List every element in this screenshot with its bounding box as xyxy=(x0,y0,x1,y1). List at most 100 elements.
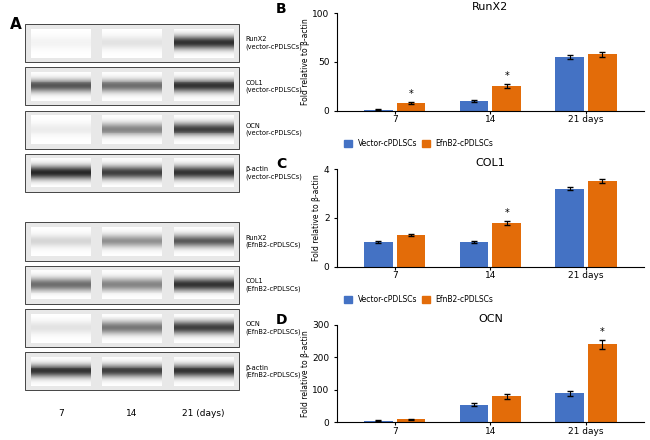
Bar xyxy=(31,163,90,164)
Bar xyxy=(174,80,233,81)
Bar xyxy=(31,89,90,90)
Bar xyxy=(31,314,90,315)
Bar xyxy=(31,171,90,172)
Bar xyxy=(174,235,233,236)
Bar xyxy=(31,243,90,244)
Bar xyxy=(174,243,233,244)
Bar xyxy=(31,379,90,380)
Bar xyxy=(174,133,233,135)
Bar xyxy=(174,244,233,246)
Bar xyxy=(174,143,233,144)
Bar xyxy=(102,120,162,121)
Bar xyxy=(31,125,90,126)
Bar xyxy=(460,101,488,110)
Bar xyxy=(174,79,233,80)
Bar xyxy=(174,383,233,384)
Bar xyxy=(102,365,162,366)
Bar xyxy=(102,80,162,81)
Bar xyxy=(31,277,90,278)
Bar xyxy=(31,230,90,231)
Bar xyxy=(31,233,90,234)
Bar xyxy=(174,115,233,116)
Bar xyxy=(31,49,90,50)
Bar xyxy=(31,168,90,169)
Bar xyxy=(102,137,162,138)
Bar xyxy=(31,279,90,280)
Bar xyxy=(174,128,233,130)
Bar xyxy=(31,227,90,228)
Bar xyxy=(31,159,90,161)
Bar xyxy=(102,143,162,144)
Bar xyxy=(31,363,90,364)
Bar xyxy=(102,363,162,364)
Bar xyxy=(31,178,90,179)
Bar xyxy=(174,136,233,137)
Bar xyxy=(31,238,90,239)
Bar xyxy=(31,169,90,170)
Bar xyxy=(31,118,90,119)
Bar xyxy=(25,110,239,149)
Bar xyxy=(174,250,233,251)
Bar xyxy=(102,133,162,135)
Bar xyxy=(102,249,162,250)
Bar xyxy=(102,318,162,319)
Bar xyxy=(102,316,162,318)
Bar xyxy=(102,290,162,292)
Bar xyxy=(588,345,617,422)
Text: D: D xyxy=(276,313,287,327)
Bar xyxy=(174,167,233,168)
Bar xyxy=(396,235,425,267)
Bar xyxy=(31,139,90,140)
Bar xyxy=(102,128,162,130)
Bar xyxy=(31,246,90,247)
Legend: Vector-cPDLSCs, EfnB2-cPDLSCs: Vector-cPDLSCs, EfnB2-cPDLSCs xyxy=(341,292,497,307)
Bar xyxy=(31,235,90,236)
Bar xyxy=(174,40,233,41)
Bar xyxy=(102,360,162,361)
Bar xyxy=(31,315,90,316)
Bar xyxy=(174,330,233,331)
Bar xyxy=(31,244,90,246)
Bar xyxy=(174,139,233,140)
Bar xyxy=(174,370,233,371)
Bar xyxy=(31,186,90,187)
Bar xyxy=(31,166,90,167)
Bar xyxy=(31,341,90,343)
Bar xyxy=(174,357,233,358)
Bar xyxy=(102,84,162,85)
Bar xyxy=(31,275,90,276)
Bar xyxy=(31,73,90,74)
Bar xyxy=(174,29,233,30)
Bar xyxy=(31,273,90,274)
Bar xyxy=(102,282,162,283)
Bar xyxy=(174,360,233,361)
Bar xyxy=(102,98,162,99)
Bar xyxy=(31,128,90,130)
Bar xyxy=(31,382,90,383)
Bar xyxy=(31,329,90,330)
Bar xyxy=(174,45,233,46)
Bar xyxy=(102,35,162,36)
Bar xyxy=(102,285,162,286)
Bar xyxy=(174,234,233,235)
Bar xyxy=(102,54,162,55)
Bar xyxy=(31,248,90,249)
Bar xyxy=(102,131,162,132)
Bar xyxy=(102,381,162,382)
Bar xyxy=(102,359,162,360)
Bar xyxy=(174,246,233,247)
Bar xyxy=(102,272,162,273)
Bar xyxy=(31,100,90,101)
Bar xyxy=(31,81,90,82)
Bar xyxy=(102,44,162,45)
Bar xyxy=(31,122,90,123)
Bar xyxy=(102,50,162,51)
Bar xyxy=(102,179,162,180)
Bar xyxy=(31,364,90,365)
Bar xyxy=(174,321,233,323)
Bar xyxy=(174,287,233,288)
Bar xyxy=(102,76,162,77)
Bar xyxy=(102,73,162,74)
Bar xyxy=(174,52,233,53)
Bar xyxy=(31,54,90,55)
